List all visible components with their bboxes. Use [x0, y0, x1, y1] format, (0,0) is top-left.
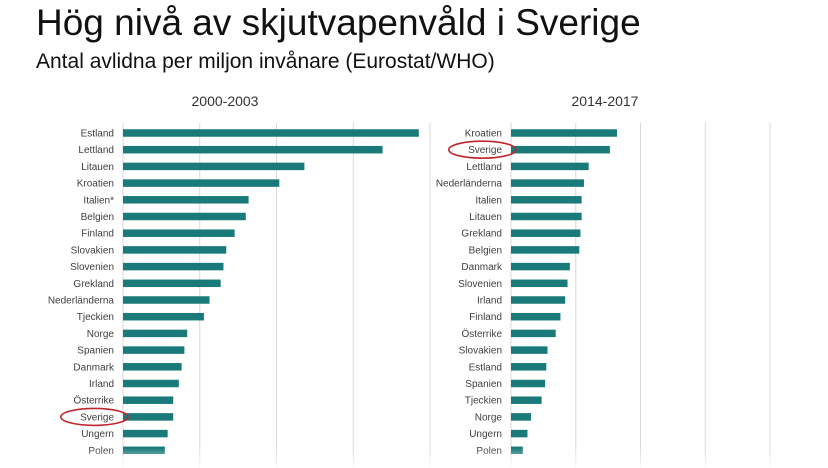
category-label-right-slovakien: Slovakien	[459, 346, 502, 357]
bar-left-spanien	[123, 346, 185, 354]
category-label-right-spanien: Spanien	[465, 379, 502, 390]
category-label-left-irland: Irland	[89, 379, 114, 390]
category-label-left-estland: Estland	[81, 129, 114, 140]
category-label-right-österrike: Österrike	[461, 328, 502, 340]
bar-right-nederländerna	[511, 179, 584, 187]
bar-right-österrike	[511, 329, 556, 338]
category-label-left-sverige: Sverige	[80, 412, 114, 423]
category-label-right-kroatien: Kroatien	[465, 129, 502, 140]
bar-left-polen	[123, 446, 165, 455]
bar-left-österrike	[123, 396, 174, 404]
bar-right-belgien	[511, 246, 580, 254]
category-label-right-italien: Italien	[475, 195, 502, 206]
bar-right-litauen	[511, 212, 582, 221]
category-label-right-irland: Irland	[477, 296, 502, 307]
bar-left-danmark	[123, 363, 182, 371]
category-label-right-sverige: Sverige	[468, 145, 502, 156]
category-label-left-belgien: Belgien	[81, 212, 114, 223]
page-subtitle: Antal avlidna per miljon invånare (Euros…	[36, 50, 495, 73]
bar-left-tjeckien	[123, 312, 204, 321]
bar-right-ungern	[511, 429, 528, 438]
category-label-right-norge: Norge	[475, 412, 503, 423]
category-label-right-polen: Polen	[476, 446, 502, 457]
bar-left-irland	[123, 379, 179, 388]
category-label-left-tjeckien: Tjeckien	[77, 312, 114, 323]
category-label-left-norge: Norge	[87, 329, 115, 340]
bar-right-irland	[511, 296, 566, 304]
bar-right-lettland	[511, 162, 589, 171]
category-label-left-polen: Polen	[88, 446, 114, 457]
bar-right-finland	[511, 312, 561, 321]
bar-left-litauen	[123, 162, 305, 171]
bar-right-polen	[511, 446, 523, 455]
category-label-right-litauen: Litauen	[469, 212, 502, 223]
panel-title-left: 2000-2003	[192, 93, 259, 109]
category-label-right-tjeckien: Tjeckien	[465, 396, 502, 407]
bar-left-kroatien	[123, 179, 280, 187]
category-label-right-danmark: Danmark	[461, 262, 503, 273]
category-label-left-österrike: Österrike	[73, 395, 114, 407]
bar-right-slovenien	[511, 279, 568, 288]
bar-left-finland	[123, 229, 235, 237]
bar-left-ungern	[123, 429, 168, 438]
category-label-left-nederländerna: Nederländerna	[48, 296, 115, 307]
bar-right-grekland	[511, 229, 581, 237]
category-label-left-slovenien: Slovenien	[70, 262, 114, 273]
bar-left-italien	[123, 196, 249, 204]
highlight-ellipse-right	[447, 140, 517, 159]
bar-left-slovakien	[123, 246, 227, 254]
bar-right-tjeckien	[511, 396, 542, 404]
bar-left-belgien	[123, 212, 246, 221]
bar-right-sverige	[511, 145, 610, 154]
bar-right-norge	[511, 413, 532, 421]
highlight-ellipse-left	[60, 407, 129, 427]
category-label-left-spanien: Spanien	[77, 346, 114, 357]
category-label-right-lettland: Lettland	[466, 162, 502, 173]
category-label-left-ungern: Ungern	[81, 429, 114, 440]
category-label-right-ungern: Ungern	[469, 429, 502, 440]
category-label-right-belgien: Belgien	[469, 245, 502, 256]
category-label-left-kroatien: Kroatien	[77, 179, 114, 190]
category-label-left-finland: Finland	[81, 229, 114, 240]
category-label-right-finland: Finland	[469, 312, 502, 323]
category-label-left-slovakien: Slovakien	[71, 245, 114, 256]
category-label-right-estland: Estland	[469, 362, 502, 373]
category-label-left-litauen: Litauen	[81, 162, 114, 173]
bar-left-sverige	[123, 413, 174, 421]
bar-right-spanien	[511, 379, 546, 388]
category-label-left-danmark: Danmark	[73, 362, 115, 373]
bar-left-nederländerna	[123, 296, 210, 304]
bar-right-italien	[511, 196, 582, 204]
bar-left-lettland	[123, 145, 383, 154]
panel-title-right: 2014-2017	[572, 93, 639, 109]
bar-left-estland	[123, 129, 419, 137]
bar-right-kroatien	[511, 129, 617, 137]
page-title: Hög nivå av skjutvapenvåld i Sverige	[36, 2, 641, 43]
bar-right-slovakien	[511, 346, 548, 354]
category-label-right-slovenien: Slovenien	[458, 279, 502, 290]
category-label-left-italien: Italien*	[83, 195, 114, 206]
bar-right-danmark	[511, 262, 570, 271]
category-label-left-lettland: Lettland	[78, 145, 114, 156]
bar-left-norge	[123, 329, 188, 338]
category-label-right-grekland: Grekland	[461, 229, 502, 240]
category-label-right-nederländerna: Nederländerna	[436, 179, 503, 190]
bar-right-estland	[511, 363, 547, 371]
category-label-left-grekland: Grekland	[73, 279, 114, 290]
bar-left-slovenien	[123, 262, 224, 271]
bar-left-grekland	[123, 279, 221, 288]
